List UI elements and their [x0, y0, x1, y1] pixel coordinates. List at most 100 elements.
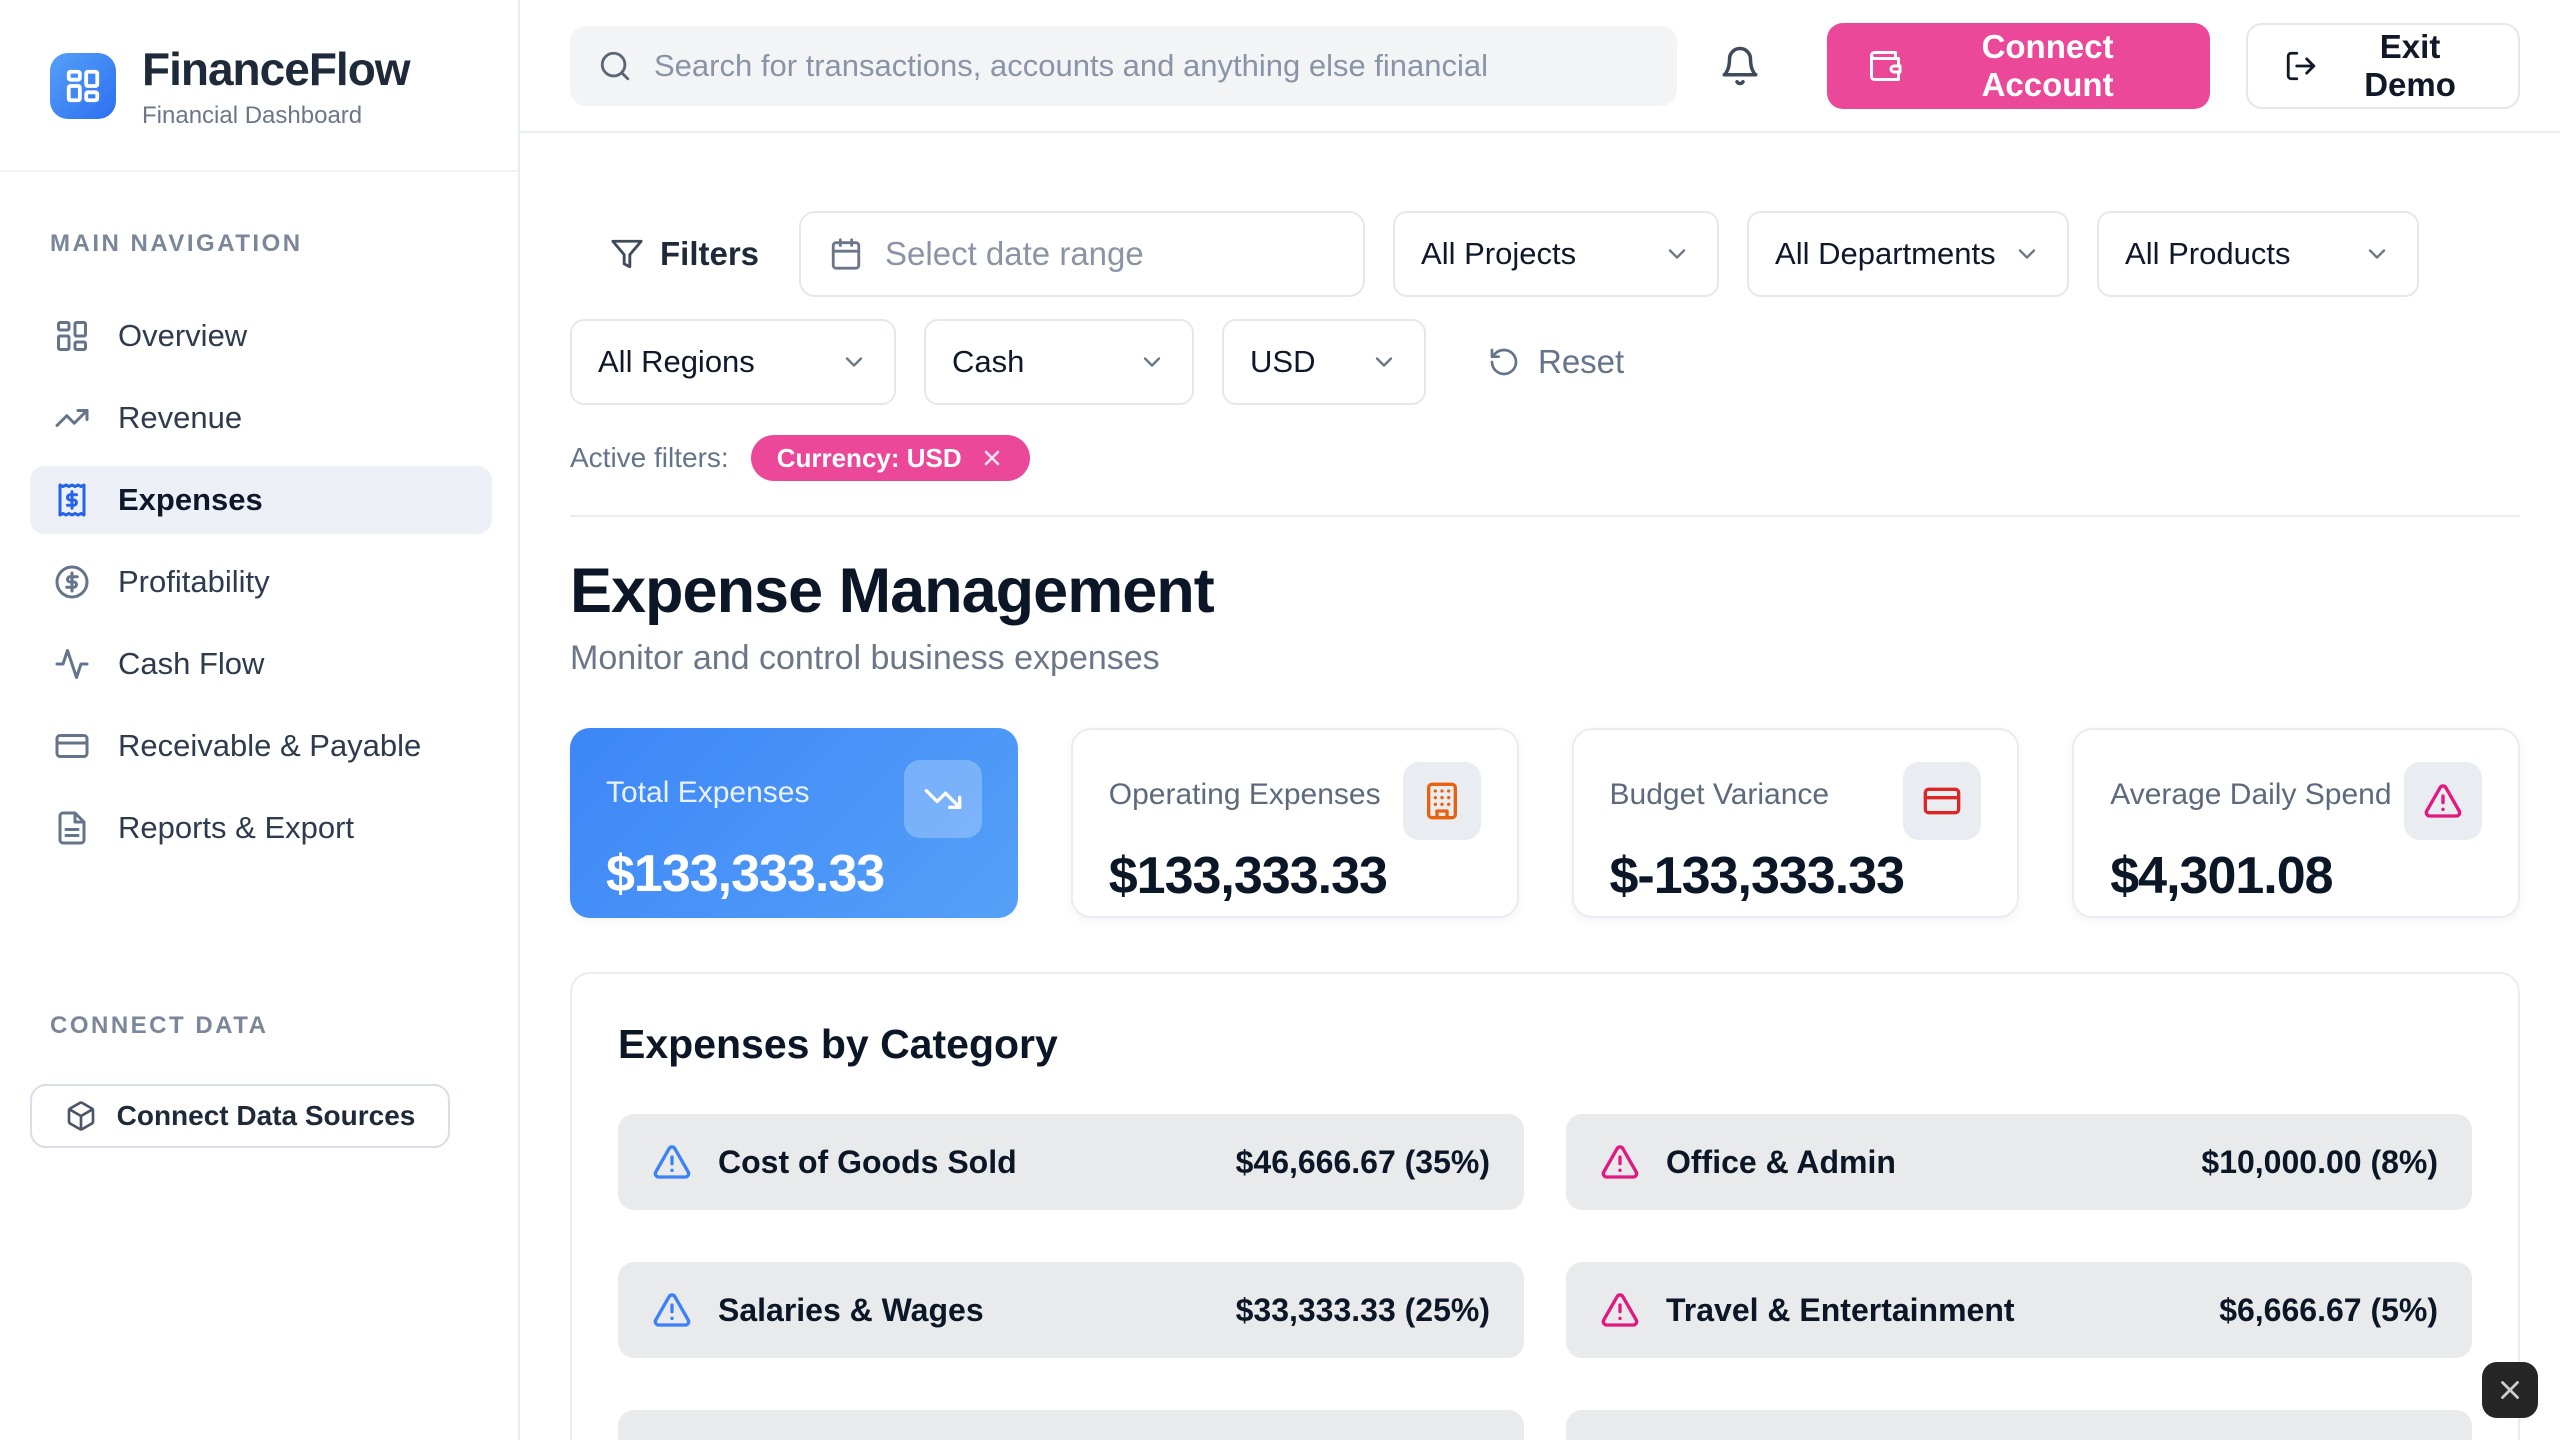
stat-label: Operating Expenses [1108, 778, 1381, 811]
connect-account-button[interactable]: Connect Account [1827, 22, 2211, 109]
app-title: FinanceFlow [142, 43, 411, 95]
products-dropdown[interactable]: All Products [2097, 211, 2420, 297]
close-widget-button[interactable] [2482, 1362, 2538, 1418]
alert-triangle-icon [652, 1142, 692, 1182]
stat-card-budget-variance[interactable]: Budget Variance $-133,333.33 [1571, 728, 2020, 918]
sidebar: FinanceFlow Financial Dashboard MAIN NAV… [0, 0, 520, 1440]
sidebar-item-label: Overview [118, 318, 248, 353]
stat-card-operating-expenses[interactable]: Operating Expenses $133,333.33 [1070, 728, 1519, 918]
main-area: Connect Account Exit Demo Filters All Pr… [520, 0, 2560, 1440]
chevron-down-icon [1663, 240, 1691, 268]
category-row-marketing[interactable]: Marketing $20,000.00 (15%) [618, 1410, 1524, 1440]
sidebar-item-expenses[interactable]: Expenses [30, 466, 492, 534]
connect-data-sources-label: Connect Data Sources [116, 1100, 416, 1131]
chevron-down-icon [1138, 348, 1166, 376]
filters-label: Filters [660, 235, 760, 272]
reset-icon [1488, 346, 1520, 378]
projects-dropdown[interactable]: All Projects [1393, 211, 1720, 297]
category-grid: Cost of Goods Sold $46,666.67 (35%) Offi… [618, 1114, 2472, 1440]
stat-value: $133,333.33 [1108, 847, 1388, 905]
payment-method-dropdown[interactable]: Cash [924, 319, 1194, 405]
alert-triangle-icon [1600, 1290, 1640, 1330]
category-row-professional-services[interactable]: Professional Services $3,333.33 (3%) [1566, 1410, 2472, 1440]
brand-header: FinanceFlow Financial Dashboard [0, 0, 518, 172]
app-logo-icon [50, 53, 116, 119]
receipt-icon [54, 482, 90, 518]
sidebar-item-label: Reports & Export [118, 810, 355, 845]
date-range-input[interactable] [799, 211, 1366, 297]
regions-dropdown[interactable]: All Regions [570, 319, 896, 405]
stat-label: Average Daily Spend [2110, 778, 2392, 811]
connect-data-sources-button[interactable]: Connect Data Sources [30, 1084, 450, 1148]
category-row-cost-of-goods-sold[interactable]: Cost of Goods Sold $46,666.67 (35%) [618, 1114, 1524, 1210]
sidebar-item-label: Revenue [118, 400, 243, 435]
departments-dropdown[interactable]: All Departments [1747, 211, 2070, 297]
stat-value: $133,333.33 [606, 845, 885, 903]
category-name: Travel & Entertainment [1666, 1291, 2015, 1328]
sidebar-item-label: Receivable & Payable [118, 728, 422, 763]
stat-cards: Total Expenses $133,333.33 Operating Exp… [570, 728, 2520, 918]
search-box[interactable] [570, 25, 1677, 106]
alert-triangle-icon [652, 1290, 692, 1330]
page-content: Filters All Projects All Departments All… [520, 133, 2560, 1440]
chevron-down-icon [2013, 240, 2041, 268]
category-panel-title: Expenses by Category [618, 1021, 1058, 1067]
currency-dropdown[interactable]: USD [1222, 319, 1426, 405]
chevron-down-icon [840, 348, 868, 376]
active-filters-row: Active filters: Currency: USD [570, 435, 2520, 481]
sidebar-item-profitability[interactable]: Profitability [30, 548, 492, 616]
app-subtitle: Financial Dashboard [142, 102, 363, 129]
sidebar-item-receivable-payable[interactable]: Receivable & Payable [30, 712, 492, 780]
sidebar-item-reports-export[interactable]: Reports & Export [30, 794, 492, 862]
filters-row-2: All Regions Cash USD Reset [570, 319, 2520, 405]
category-value: $6,666.67 (5%) [2219, 1291, 2438, 1328]
category-name: Salaries & Wages [718, 1291, 984, 1328]
dashboard-grid-icon [54, 318, 90, 354]
connect-account-label: Connect Account [1981, 27, 2114, 103]
logout-icon [2284, 49, 2318, 83]
calendar-icon [829, 237, 863, 271]
exit-demo-button[interactable]: Exit Demo [2246, 22, 2520, 109]
category-value: $10,000.00 (8%) [2201, 1143, 2438, 1180]
chevron-down-icon [1370, 348, 1398, 376]
top-bar: Connect Account Exit Demo [520, 0, 2560, 133]
stat-card-average-daily-spend[interactable]: Average Daily Spend $4,301.08 [2072, 728, 2520, 918]
currency-filter-chip[interactable]: Currency: USD [750, 435, 1030, 481]
stat-value: $-133,333.33 [1609, 847, 1905, 905]
category-value: $46,666.67 (35%) [1235, 1143, 1490, 1180]
alert-triangle-icon [2404, 762, 2482, 840]
search-input[interactable] [654, 47, 1649, 84]
credit-card-icon [54, 728, 90, 764]
chip-label: Currency: USD [776, 442, 962, 473]
trending-down-icon [903, 760, 982, 838]
wallet-icon [1867, 48, 1903, 84]
nav-section-label: MAIN NAVIGATION [50, 230, 303, 257]
exit-demo-label: Exit Demo [2364, 27, 2456, 103]
expenses-by-category-panel: Expenses by Category Cost of Goods Sold … [570, 972, 2520, 1440]
notifications-button[interactable] [1719, 45, 1761, 87]
close-icon [2495, 1375, 2525, 1405]
category-value: $33,333.33 (25%) [1235, 1291, 1490, 1328]
reset-filters-button[interactable]: Reset [1488, 343, 1624, 381]
activity-icon [54, 646, 90, 682]
active-filters-label: Active filters: [570, 442, 729, 473]
date-range-field[interactable] [885, 235, 1336, 273]
sidebar-item-label: Expenses [118, 482, 263, 517]
sidebar-item-cash-flow[interactable]: Cash Flow [30, 630, 492, 698]
dollar-circle-icon [54, 564, 90, 600]
stat-card-total-expenses[interactable]: Total Expenses $133,333.33 [570, 728, 1018, 918]
category-name: Office & Admin [1666, 1143, 1896, 1180]
stat-value: $4,301.08 [2110, 847, 2333, 905]
stat-label: Total Expenses [606, 776, 810, 809]
category-row-travel-entertainment[interactable]: Travel & Entertainment $6,666.67 (5%) [1566, 1262, 2472, 1358]
sidebar-item-revenue[interactable]: Revenue [30, 384, 492, 452]
sidebar-item-overview[interactable]: Overview [30, 302, 492, 370]
category-row-office-admin[interactable]: Office & Admin $10,000.00 (8%) [1566, 1114, 2472, 1210]
alert-triangle-icon [1600, 1142, 1640, 1182]
category-row-salaries-wages[interactable]: Salaries & Wages $33,333.33 (25%) [618, 1262, 1524, 1358]
connect-data-section-label: CONNECT DATA [50, 1012, 269, 1039]
remove-filter-icon[interactable] [980, 446, 1004, 470]
main-navigation: Overview Revenue Expenses Profitability … [30, 302, 492, 862]
search-icon [598, 49, 632, 83]
bell-icon [1719, 45, 1761, 87]
